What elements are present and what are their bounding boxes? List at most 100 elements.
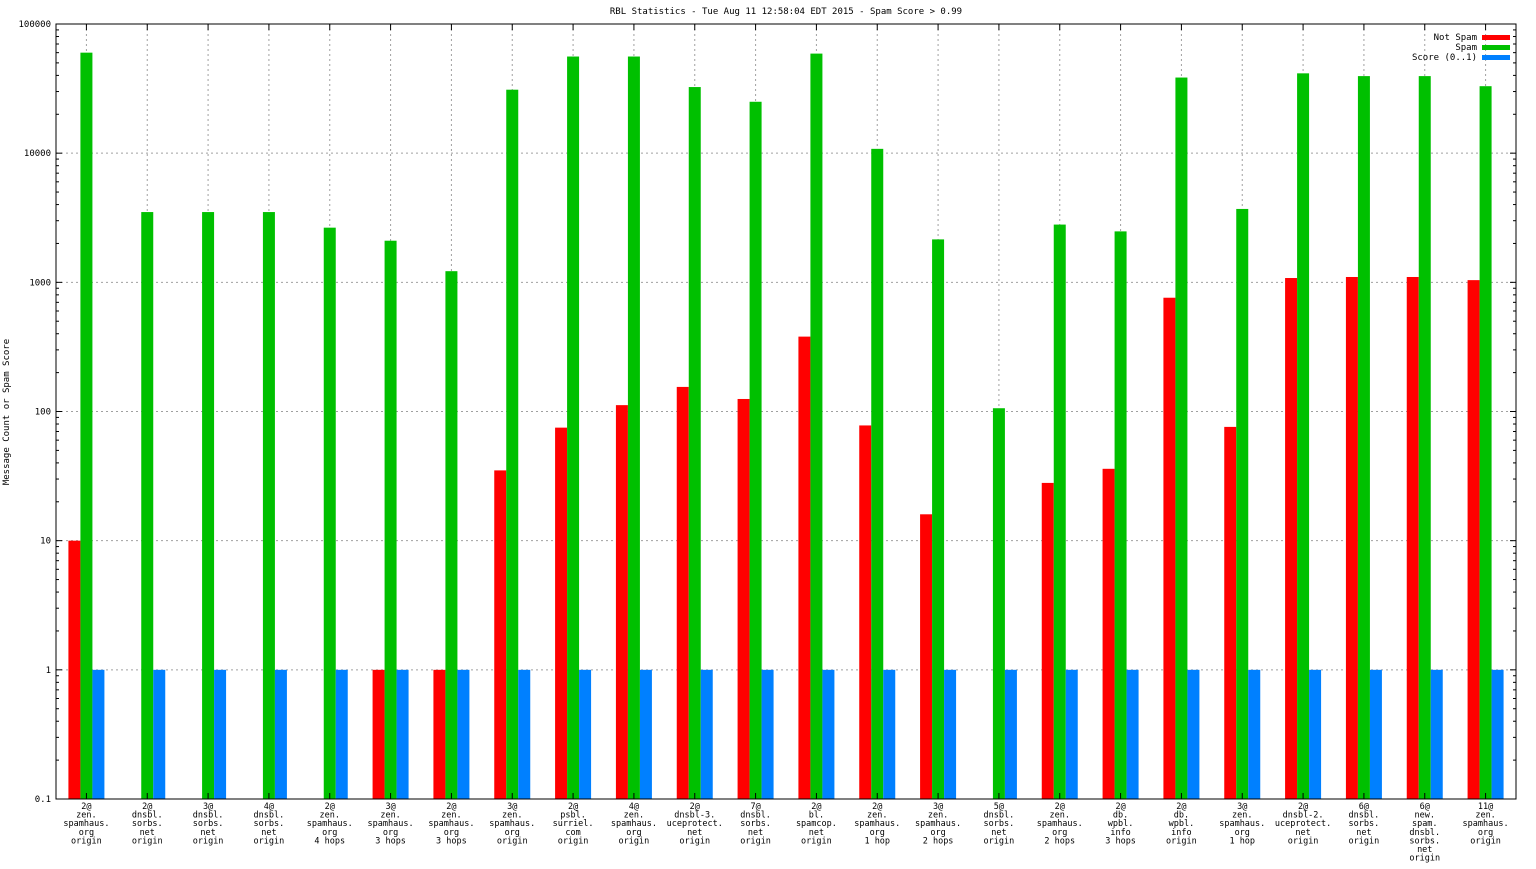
x-category-label-line: org bbox=[626, 828, 641, 838]
x-category-label-line: origin bbox=[619, 836, 650, 846]
x-category-label: 2@ zen. spamhaus. org 3 hops bbox=[428, 802, 474, 846]
bar-score-0-1 bbox=[822, 669, 835, 799]
x-category-label-line: dnsbl. bbox=[254, 811, 285, 821]
x-category-label-line: 7@ bbox=[750, 802, 760, 812]
x-category-label: 2@ psbl. surriel. com origin bbox=[553, 802, 594, 846]
bar-not-spam bbox=[494, 470, 507, 799]
x-category-label-line: zen. bbox=[76, 811, 96, 821]
x-category-label-line: wpbl. bbox=[1108, 819, 1134, 829]
legend-label: Spam bbox=[1455, 43, 1477, 53]
x-category-label-line: 2@ bbox=[690, 802, 700, 812]
x-category-label-line: sorbs. bbox=[984, 819, 1015, 829]
x-category-label-line: spamhaus. bbox=[915, 819, 961, 829]
x-category-label-line: 4@ bbox=[629, 802, 639, 812]
x-category-label: 2@ zen. spamhaus. org 1 hop bbox=[854, 802, 900, 846]
bar-not-spam bbox=[433, 669, 446, 799]
bar-score-0-1 bbox=[1248, 669, 1261, 799]
y-axis-ticks: 0.1 1 10 100 1000 10000 100000 bbox=[18, 20, 1516, 805]
x-category-label-line: wpbl. bbox=[1169, 819, 1195, 829]
bar-not-spam bbox=[68, 540, 81, 799]
bar-score-0-1 bbox=[1004, 669, 1017, 799]
x-category-label-line: sorbs. bbox=[254, 819, 285, 829]
x-category-label-line: org bbox=[383, 828, 398, 838]
bar-not-spam bbox=[1224, 426, 1237, 799]
x-category-label-line: 3 hops bbox=[1105, 836, 1136, 846]
bar-spam bbox=[384, 240, 397, 799]
bar-score-0-1 bbox=[92, 669, 105, 799]
x-category-label-line: zen. bbox=[380, 811, 400, 821]
y-tick-label: 10000 bbox=[24, 149, 51, 159]
x-category-label-line: zen. bbox=[624, 811, 644, 821]
x-category-label-line: org bbox=[505, 828, 520, 838]
x-category-label-line: org bbox=[930, 828, 945, 838]
x-category-label-line: org bbox=[79, 828, 94, 838]
x-category-label: 6@ dnsbl. sorbs. net origin bbox=[1349, 802, 1380, 846]
legend-swatch bbox=[1482, 35, 1510, 40]
x-category-label-line: net bbox=[687, 828, 702, 838]
x-category-label: 4@ zen. spamhaus. org origin bbox=[611, 802, 657, 846]
bar-spam bbox=[141, 212, 154, 800]
x-category-label-line: net bbox=[261, 828, 276, 838]
bar-spam bbox=[810, 53, 823, 800]
bar-score-0-1 bbox=[518, 669, 531, 799]
bar-spam bbox=[932, 239, 945, 799]
x-category-label-line: db. bbox=[1113, 811, 1128, 821]
x-category-label-line: 1 hop bbox=[864, 836, 890, 846]
bar-spam bbox=[80, 52, 93, 800]
x-category-label-line: 2@ bbox=[872, 802, 882, 812]
bar-score-0-1 bbox=[700, 669, 713, 799]
y-tick-label: 100000 bbox=[18, 20, 51, 30]
x-category-label-line: 3@ bbox=[507, 802, 517, 812]
x-category-label: 2@ dnsbl-3. uceprotect. net origin bbox=[667, 802, 723, 846]
x-category-label-line: 3@ bbox=[1237, 802, 1247, 812]
bar-score-0-1 bbox=[1491, 669, 1504, 799]
legend-label: Score (0..1) bbox=[1412, 53, 1477, 63]
chart-title: RBL Statistics - Tue Aug 11 12:58:04 EDT… bbox=[610, 7, 962, 17]
x-category-label: 2@ bl. spamcop. net origin bbox=[796, 802, 837, 846]
x-category-label-line: 2 hops bbox=[923, 836, 954, 846]
x-category-label-line: zen. bbox=[320, 811, 340, 821]
bar-not-spam bbox=[798, 336, 811, 799]
legend-label: Not Spam bbox=[1434, 33, 1477, 43]
x-category-label-line: spamhaus. bbox=[368, 819, 414, 829]
y-tick-label: 1000 bbox=[29, 278, 51, 288]
bar-not-spam bbox=[1102, 468, 1115, 799]
x-category-label-line: spamhaus. bbox=[854, 819, 900, 829]
x-category-label-line: sorbs. bbox=[740, 819, 771, 829]
x-category-label-line: dnsbl. bbox=[193, 811, 224, 821]
x-category-label-line: 2@ bbox=[568, 802, 578, 812]
x-category-label-line: origin bbox=[193, 836, 224, 846]
bar-spam bbox=[202, 212, 215, 800]
x-category-label-line: spam. bbox=[1412, 819, 1438, 829]
bar-score-0-1 bbox=[639, 669, 652, 799]
x-category-label-line: 1 hop bbox=[1229, 836, 1255, 846]
x-category-label-line: net bbox=[200, 828, 215, 838]
x-category-label-line: zen. bbox=[928, 811, 948, 821]
x-category-label-line: surriel. bbox=[553, 819, 594, 829]
x-category-label-line: uceprotect. bbox=[1275, 819, 1331, 829]
x-category-label-line: 4@ bbox=[264, 802, 274, 812]
bar-spam bbox=[688, 87, 701, 799]
x-category-label-line: dnsbl-2. bbox=[1283, 811, 1324, 821]
bar-spam bbox=[749, 101, 762, 799]
bar-spam bbox=[262, 212, 275, 800]
bar-score-0-1 bbox=[1065, 669, 1078, 799]
x-category-label-line: 4 hops bbox=[314, 836, 345, 846]
bar-not-spam bbox=[737, 398, 750, 799]
x-category-label-line: 2@ bbox=[142, 802, 152, 812]
x-category-label-line: 2 hops bbox=[1044, 836, 1075, 846]
bar-not-spam bbox=[1406, 276, 1419, 799]
x-category-label: 11@ zen. spamhaus. org origin bbox=[1463, 802, 1509, 846]
bar-spam bbox=[871, 148, 884, 799]
x-category-label-line: 2@ bbox=[1115, 802, 1125, 812]
bar-not-spam bbox=[615, 405, 628, 799]
x-category-label: 7@ dnsbl. sorbs. net origin bbox=[740, 802, 771, 846]
x-category-label-line: spamhaus. bbox=[1463, 819, 1509, 829]
x-category-label-line: sorbs. bbox=[1409, 836, 1440, 846]
bar-spam bbox=[1236, 208, 1249, 799]
x-category-label: 2@ dnsbl. sorbs. net origin bbox=[132, 802, 163, 846]
x-category-label-line: psbl. bbox=[560, 811, 586, 821]
y-tick-label: 0.1 bbox=[35, 795, 51, 805]
